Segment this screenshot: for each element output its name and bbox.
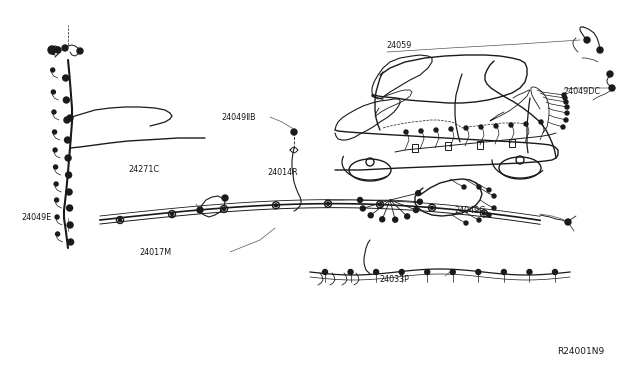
- Circle shape: [48, 46, 56, 54]
- Circle shape: [378, 203, 381, 206]
- Circle shape: [425, 269, 429, 275]
- Circle shape: [326, 202, 330, 205]
- Circle shape: [65, 172, 72, 178]
- Circle shape: [563, 96, 567, 100]
- Circle shape: [55, 47, 61, 53]
- Circle shape: [118, 218, 122, 221]
- Circle shape: [197, 207, 203, 213]
- Circle shape: [492, 194, 496, 198]
- Circle shape: [348, 269, 353, 275]
- Circle shape: [449, 127, 453, 131]
- Bar: [412, 144, 418, 152]
- Circle shape: [64, 117, 70, 123]
- Circle shape: [487, 213, 491, 217]
- Circle shape: [222, 195, 228, 201]
- Text: 24033P: 24033P: [379, 275, 409, 284]
- Circle shape: [374, 269, 379, 275]
- Circle shape: [368, 213, 373, 218]
- Circle shape: [65, 155, 71, 161]
- Circle shape: [323, 269, 328, 275]
- Circle shape: [56, 232, 60, 236]
- Circle shape: [434, 128, 438, 132]
- Circle shape: [494, 124, 498, 128]
- Circle shape: [597, 47, 603, 53]
- Circle shape: [65, 137, 70, 143]
- Circle shape: [416, 191, 420, 196]
- Circle shape: [51, 68, 54, 72]
- Circle shape: [462, 185, 466, 189]
- Text: 24059: 24059: [387, 41, 412, 50]
- Bar: [445, 142, 451, 150]
- Circle shape: [464, 221, 468, 225]
- Text: 24271C: 24271C: [128, 165, 159, 174]
- Circle shape: [539, 120, 543, 124]
- Circle shape: [501, 269, 506, 275]
- Circle shape: [68, 239, 74, 245]
- Circle shape: [66, 189, 72, 195]
- Circle shape: [275, 204, 278, 207]
- Circle shape: [565, 105, 569, 109]
- Circle shape: [170, 212, 173, 216]
- Circle shape: [509, 123, 513, 127]
- Circle shape: [564, 100, 568, 104]
- Text: 24049E: 24049E: [21, 213, 51, 222]
- Circle shape: [562, 93, 566, 97]
- Circle shape: [561, 125, 565, 129]
- Circle shape: [479, 125, 483, 129]
- Circle shape: [464, 126, 468, 130]
- Circle shape: [431, 206, 433, 209]
- Circle shape: [291, 129, 297, 135]
- Circle shape: [552, 269, 557, 275]
- Circle shape: [223, 208, 225, 211]
- Circle shape: [54, 198, 59, 202]
- Text: 24049ⅡB: 24049ⅡB: [221, 113, 256, 122]
- Circle shape: [393, 217, 397, 222]
- Circle shape: [487, 188, 491, 192]
- Circle shape: [380, 217, 385, 222]
- Circle shape: [53, 148, 57, 152]
- Circle shape: [413, 208, 419, 212]
- Circle shape: [52, 110, 56, 114]
- Circle shape: [404, 130, 408, 134]
- Bar: [477, 141, 483, 149]
- Circle shape: [524, 122, 528, 126]
- Text: 24017M: 24017M: [140, 248, 172, 257]
- Circle shape: [360, 206, 365, 211]
- Text: 24014R: 24014R: [268, 169, 298, 177]
- Circle shape: [67, 222, 73, 228]
- Circle shape: [54, 182, 58, 186]
- Circle shape: [607, 71, 613, 77]
- Circle shape: [51, 90, 55, 94]
- Circle shape: [451, 269, 455, 275]
- Circle shape: [77, 48, 83, 54]
- Circle shape: [417, 199, 422, 204]
- Text: 24049DC: 24049DC: [563, 87, 600, 96]
- Circle shape: [609, 85, 615, 91]
- Circle shape: [55, 215, 59, 219]
- Circle shape: [565, 219, 571, 225]
- Circle shape: [492, 206, 496, 210]
- Circle shape: [584, 37, 590, 43]
- Circle shape: [52, 130, 56, 134]
- Circle shape: [477, 185, 481, 189]
- Circle shape: [399, 269, 404, 275]
- Text: 24049G: 24049G: [454, 206, 486, 215]
- Circle shape: [62, 45, 68, 51]
- Circle shape: [565, 111, 569, 115]
- Circle shape: [419, 129, 423, 133]
- Circle shape: [527, 269, 532, 275]
- Circle shape: [54, 165, 58, 169]
- Circle shape: [63, 75, 68, 81]
- Circle shape: [67, 205, 72, 211]
- Circle shape: [483, 212, 486, 215]
- Circle shape: [67, 115, 73, 121]
- Circle shape: [477, 218, 481, 222]
- Circle shape: [476, 269, 481, 275]
- Circle shape: [404, 214, 410, 219]
- Text: R24001N9: R24001N9: [557, 347, 604, 356]
- Circle shape: [63, 97, 69, 103]
- Bar: [509, 139, 515, 147]
- Circle shape: [358, 198, 362, 202]
- Circle shape: [564, 118, 568, 122]
